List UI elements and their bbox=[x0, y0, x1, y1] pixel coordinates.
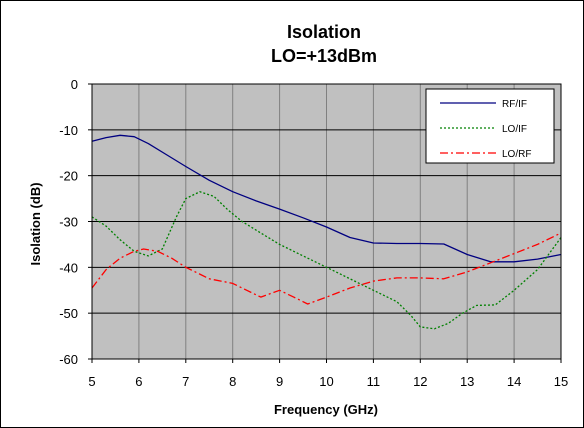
legend-label-lo-rf: LO/RF bbox=[502, 149, 531, 160]
y-tick-label: -50 bbox=[59, 306, 78, 321]
x-tick-label: 11 bbox=[367, 374, 381, 389]
y-tick-label: -10 bbox=[59, 123, 78, 138]
x-tick-label: 8 bbox=[229, 374, 236, 389]
series-lines bbox=[91, 134, 562, 330]
x-tick-label: 6 bbox=[135, 374, 142, 389]
y-tick-label: -30 bbox=[59, 215, 78, 230]
y-tick-label: -40 bbox=[59, 260, 78, 275]
legend-label-rf-if: RF/IF bbox=[502, 99, 527, 110]
x-tick-label: 10 bbox=[319, 374, 333, 389]
y-axis-title: Isolation (dB) bbox=[28, 182, 43, 265]
tick-labels: 5 6 7 8 9 10 11 12 13 14 15 0 -10 -20 -30 -40 -50 -60 bbox=[59, 77, 568, 389]
x-tick-label: 7 bbox=[182, 374, 189, 389]
y-tick-label: -20 bbox=[59, 169, 78, 184]
y-tick-label: -60 bbox=[59, 352, 78, 367]
x-tick-label: 13 bbox=[460, 374, 474, 389]
series-line-rf-if bbox=[91, 134, 562, 263]
legend-box bbox=[425, 88, 555, 164]
x-tick-label: 15 bbox=[554, 374, 568, 389]
x-tick-label: 12 bbox=[413, 374, 427, 389]
series-line-lo-rf bbox=[91, 232, 562, 305]
chart-title: Isolation bbox=[287, 22, 361, 42]
chart-subtitle: LO=+13dBm bbox=[271, 46, 377, 66]
y-tick-label: 0 bbox=[71, 77, 78, 92]
x-tick-label: 5 bbox=[88, 374, 95, 389]
legend-label-lo-if: LO/IF bbox=[502, 124, 527, 135]
x-tick-label: 9 bbox=[276, 374, 283, 389]
series-line-lo-if bbox=[91, 191, 562, 330]
legend: RF/IF LO/IF LO/RF bbox=[425, 88, 555, 164]
x-axis-title: Frequency (GHz) bbox=[274, 402, 378, 417]
x-tick-label: 14 bbox=[507, 374, 521, 389]
